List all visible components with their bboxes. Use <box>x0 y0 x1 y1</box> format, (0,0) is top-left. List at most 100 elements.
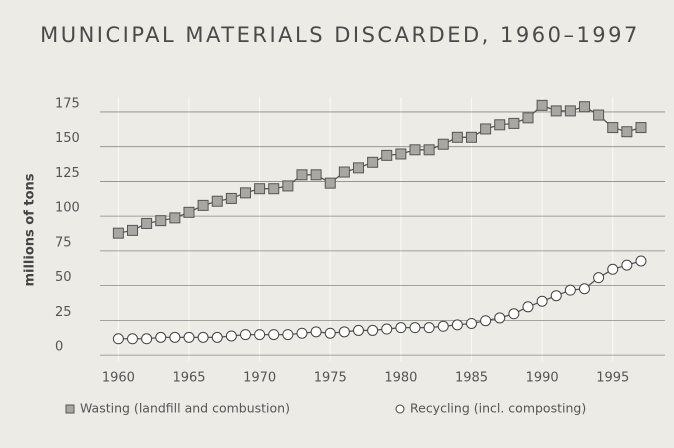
marker <box>508 308 520 320</box>
marker <box>239 329 251 341</box>
marker <box>451 131 463 143</box>
marker <box>395 148 407 160</box>
marker <box>338 326 350 338</box>
marker <box>268 329 280 341</box>
marker <box>126 333 138 345</box>
marker <box>296 327 308 339</box>
marker <box>254 183 266 195</box>
marker <box>635 255 647 267</box>
marker <box>155 331 167 343</box>
marker <box>423 322 435 334</box>
marker <box>169 331 181 343</box>
x-tick-label: 1990 <box>526 371 559 386</box>
marker <box>239 187 251 199</box>
marker <box>607 122 619 134</box>
marker <box>352 324 364 336</box>
marker <box>169 212 181 224</box>
marker <box>451 319 463 331</box>
marker <box>126 224 138 236</box>
marker <box>437 320 449 332</box>
marker <box>254 329 266 341</box>
marker <box>564 105 576 117</box>
marker <box>141 217 153 229</box>
marker <box>381 149 393 161</box>
marker <box>550 290 562 302</box>
y-tick-label: 175 <box>55 96 80 111</box>
marker <box>197 331 209 343</box>
x-tick-label: 1985 <box>455 371 488 386</box>
marker <box>508 117 520 129</box>
y-tick-label: 100 <box>55 201 80 216</box>
marker <box>621 259 633 271</box>
marker <box>183 331 195 343</box>
chart-title: MUNICIPAL MATERIALS DISCARDED, 1960–1997 <box>40 23 640 47</box>
marker <box>296 169 308 181</box>
marker <box>395 322 407 334</box>
marker <box>381 323 393 335</box>
x-tick-label: 1970 <box>243 371 276 386</box>
marker <box>282 180 294 192</box>
y-tick-label: 25 <box>55 305 72 320</box>
marker <box>480 315 492 327</box>
marker <box>635 122 647 134</box>
marker <box>352 162 364 174</box>
x-tick-label: 1980 <box>384 371 417 386</box>
y-tick-label: 150 <box>55 131 80 146</box>
marker <box>310 326 322 338</box>
marker <box>522 112 534 124</box>
marker <box>155 215 167 227</box>
marker <box>211 195 223 207</box>
x-tick-label: 1960 <box>102 371 135 386</box>
marker <box>593 109 605 121</box>
legend-label: Wasting (landfill and combustion) <box>80 401 290 416</box>
marker <box>578 101 590 113</box>
marker <box>282 329 294 341</box>
marker <box>268 183 280 195</box>
y-tick-label: 0 <box>55 340 63 355</box>
marker <box>536 295 548 307</box>
x-tick-label: 1965 <box>172 371 205 386</box>
marker <box>225 192 237 204</box>
marker <box>197 199 209 211</box>
marker <box>550 105 562 117</box>
marker <box>465 317 477 329</box>
marker <box>480 123 492 135</box>
marker <box>367 324 379 336</box>
marker <box>112 333 124 345</box>
legend-marker <box>395 404 405 414</box>
marker <box>522 301 534 313</box>
y-tick-label: 125 <box>55 166 80 181</box>
marker <box>494 119 506 131</box>
marker <box>437 138 449 150</box>
y-axis-label: millions of tons <box>23 173 38 286</box>
marker <box>367 156 379 168</box>
marker <box>112 227 124 239</box>
x-tick-label: 1995 <box>596 371 629 386</box>
marker <box>423 144 435 156</box>
x-tick-label: 1975 <box>314 371 347 386</box>
marker <box>183 206 195 218</box>
y-tick-label: 50 <box>55 270 72 285</box>
marker <box>225 330 237 342</box>
y-tick-label: 75 <box>55 235 72 250</box>
legend-label: Recycling (incl. composting) <box>410 401 586 416</box>
marker <box>621 126 633 138</box>
marker <box>409 144 421 156</box>
marker <box>536 99 548 111</box>
marker <box>338 166 350 178</box>
legend-marker <box>65 404 75 414</box>
marker <box>564 284 576 296</box>
marker <box>141 333 153 345</box>
marker <box>607 263 619 275</box>
marker <box>310 169 322 181</box>
marker <box>324 327 336 339</box>
marker <box>409 322 421 334</box>
marker <box>578 283 590 295</box>
marker <box>593 272 605 284</box>
marker <box>465 131 477 143</box>
marker <box>211 331 223 343</box>
marker <box>494 312 506 324</box>
marker <box>324 177 336 189</box>
